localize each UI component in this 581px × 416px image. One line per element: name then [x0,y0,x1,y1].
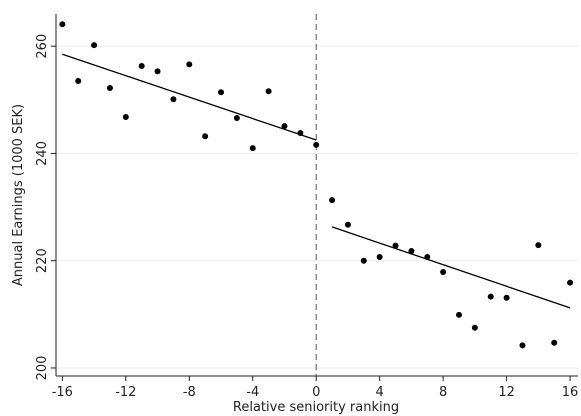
point [313,141,320,148]
point [186,61,193,68]
y-tick-label: 220 [35,248,50,273]
point [408,248,415,255]
fit-line [331,226,571,309]
point [281,123,288,130]
y-tick-label: 260 [35,34,50,59]
y-tick-label: 200 [35,356,50,381]
point [551,339,558,346]
x-axis-label: Relative seniority ranking [233,400,399,415]
point [154,68,161,75]
x-tick-label: -8 [183,385,196,400]
point [249,145,256,152]
x-tick-label: -16 [52,385,73,400]
point [535,242,542,249]
x-tick-label: 4 [376,385,384,400]
point [218,89,225,96]
point [265,88,272,95]
point [329,197,336,204]
point [91,42,98,49]
point [202,133,209,140]
point [59,21,66,28]
point [440,268,447,275]
point [519,342,526,349]
point [138,63,145,70]
fit-line [62,53,317,141]
point [170,96,177,103]
point [392,242,399,249]
point [122,113,129,120]
point [471,324,478,331]
point [106,85,113,92]
point [344,221,351,228]
x-tick-label: -4 [246,385,259,400]
y-tick-label: 240 [35,141,50,166]
point [487,293,494,300]
point [456,311,463,318]
point [503,294,510,301]
point [297,130,304,137]
x-tick-label: 16 [562,385,579,400]
point [75,78,82,85]
x-tick-label: 0 [312,385,320,400]
point [376,253,383,260]
point [567,279,574,286]
point [360,257,367,264]
x-tick-label: 8 [439,385,447,400]
point [424,253,431,260]
point [233,115,240,122]
x-tick-label: -12 [115,385,136,400]
x-tick-label: 12 [498,385,515,400]
y-axis-label: Annual Earnings (1000 SEK) [11,104,26,286]
